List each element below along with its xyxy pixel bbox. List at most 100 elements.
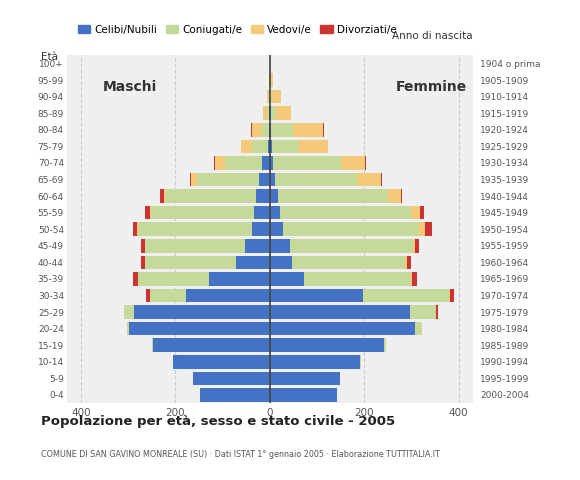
Bar: [387, 189, 401, 203]
Bar: [411, 272, 412, 286]
Bar: [270, 288, 363, 302]
Text: Età: Età: [41, 52, 58, 62]
Bar: [145, 239, 245, 252]
Bar: [269, 107, 270, 120]
Bar: [124, 305, 134, 319]
Bar: [270, 272, 304, 286]
Text: Maschi: Maschi: [103, 80, 158, 94]
Bar: [270, 355, 360, 369]
Bar: [381, 173, 382, 186]
Bar: [289, 239, 413, 252]
Bar: [209, 272, 270, 286]
Bar: [411, 305, 436, 319]
Bar: [270, 123, 271, 137]
Bar: [256, 189, 270, 203]
Bar: [270, 222, 283, 236]
Bar: [271, 123, 293, 137]
Bar: [270, 322, 415, 336]
Bar: [193, 372, 270, 385]
Bar: [270, 90, 272, 103]
Bar: [267, 90, 269, 103]
Bar: [365, 156, 366, 170]
Bar: [254, 206, 270, 219]
Bar: [270, 239, 289, 252]
Bar: [419, 222, 426, 236]
Bar: [129, 322, 270, 336]
Bar: [200, 388, 270, 402]
Bar: [270, 156, 274, 170]
Bar: [137, 272, 209, 286]
Bar: [235, 255, 270, 269]
Bar: [401, 189, 402, 203]
Bar: [263, 107, 267, 120]
Bar: [186, 288, 270, 302]
Bar: [141, 255, 144, 269]
Bar: [268, 140, 270, 153]
Bar: [322, 123, 324, 137]
Bar: [134, 305, 270, 319]
Bar: [270, 206, 280, 219]
Bar: [270, 338, 384, 352]
Bar: [270, 372, 339, 385]
Bar: [133, 272, 137, 286]
Bar: [276, 107, 291, 120]
Bar: [271, 140, 299, 153]
Bar: [141, 239, 144, 252]
Bar: [272, 90, 281, 103]
Bar: [304, 272, 411, 286]
Bar: [436, 305, 438, 319]
Bar: [270, 107, 271, 120]
Bar: [413, 239, 415, 252]
Bar: [197, 173, 259, 186]
Bar: [147, 288, 150, 302]
Bar: [166, 189, 256, 203]
Bar: [405, 255, 407, 269]
Bar: [133, 222, 136, 236]
Bar: [153, 338, 270, 352]
Bar: [415, 239, 419, 252]
Bar: [363, 288, 449, 302]
Bar: [262, 156, 270, 170]
Bar: [152, 338, 153, 352]
Bar: [280, 206, 411, 219]
Bar: [270, 73, 271, 87]
Text: Anno di nascita: Anno di nascita: [392, 31, 473, 41]
Bar: [270, 173, 275, 186]
Bar: [420, 206, 423, 219]
Bar: [340, 156, 365, 170]
Bar: [407, 255, 411, 269]
Bar: [412, 272, 417, 286]
Bar: [191, 173, 197, 186]
Bar: [252, 140, 268, 153]
Bar: [450, 288, 454, 302]
Text: Popolazione per età, sesso e stato civile - 2005: Popolazione per età, sesso e stato civil…: [41, 415, 395, 428]
Bar: [415, 322, 422, 336]
Bar: [269, 90, 270, 103]
Text: COMUNE DI SAN GAVINO MONREALE (SU) · Dati ISTAT 1° gennaio 2005 · Elaborazione T: COMUNE DI SAN GAVINO MONREALE (SU) · Dat…: [41, 450, 440, 459]
Bar: [173, 355, 270, 369]
Bar: [225, 156, 262, 170]
Bar: [252, 123, 262, 137]
Bar: [164, 189, 166, 203]
Bar: [151, 206, 254, 219]
Bar: [214, 156, 215, 170]
Bar: [293, 123, 322, 137]
Bar: [262, 123, 269, 137]
Bar: [299, 140, 328, 153]
Bar: [145, 206, 150, 219]
Bar: [270, 388, 337, 402]
Bar: [145, 255, 235, 269]
Bar: [126, 322, 129, 336]
Bar: [270, 255, 292, 269]
Bar: [360, 355, 361, 369]
Bar: [411, 206, 420, 219]
Bar: [270, 189, 278, 203]
Bar: [292, 255, 405, 269]
Bar: [136, 222, 137, 236]
Bar: [150, 206, 151, 219]
Bar: [271, 107, 276, 120]
Bar: [137, 222, 252, 236]
Bar: [278, 189, 387, 203]
Bar: [276, 173, 357, 186]
Text: Femmine: Femmine: [396, 80, 467, 94]
